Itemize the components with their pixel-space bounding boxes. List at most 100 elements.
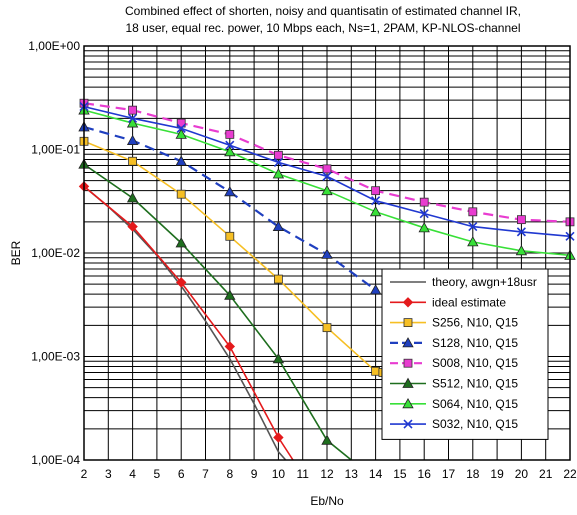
legend-marker <box>402 397 414 409</box>
x-tick-label: 13 <box>345 467 359 481</box>
y-tick-label: 1,00E-03 <box>31 350 80 364</box>
data-point <box>322 171 332 181</box>
series-3 <box>78 121 382 295</box>
data-point <box>371 186 381 196</box>
data-point <box>517 215 526 225</box>
x-tick-label: 4 <box>129 467 136 481</box>
y-tick-label: 1,00E+00 <box>28 39 80 53</box>
x-tick-label: 8 <box>226 467 233 481</box>
legend-marker <box>402 377 414 388</box>
x-tick-label: 20 <box>515 467 529 481</box>
y-tick-label: 1,00E-02 <box>31 246 80 260</box>
legend-label: theory, awgn+18usr <box>432 275 537 289</box>
x-tick-label: 16 <box>418 467 432 481</box>
data-point <box>321 184 333 196</box>
data-point <box>272 220 285 231</box>
data-point <box>369 284 382 295</box>
data-point <box>175 237 187 248</box>
y-axis-ticks: 1,00E+00 1,00E-01 1,00E-02 1,00E-03 1,00E-04 <box>28 39 80 467</box>
legend-label: S512, N10, Q15 <box>432 377 518 391</box>
x-tick-label: 18 <box>466 467 480 481</box>
data-point <box>126 192 139 203</box>
data-point <box>224 145 236 157</box>
chart-title-line-1: Combined effect of shorten, noisy and qu… <box>125 4 521 18</box>
data-point <box>468 222 478 232</box>
data-point <box>224 341 236 352</box>
data-point <box>128 156 138 166</box>
data-point <box>224 186 236 197</box>
data-point <box>418 222 430 233</box>
data-point <box>176 189 186 199</box>
x-axis-ticks: 2 3 4 5 6 7 8 9 10 11 12 13 14 15 16 17 18 19 20 21 22 <box>81 467 577 481</box>
data-point <box>272 352 285 364</box>
data-point <box>175 155 187 166</box>
series-5 <box>78 158 352 461</box>
series-line <box>83 102 571 223</box>
data-point <box>225 129 235 139</box>
data-point <box>273 274 283 284</box>
y-tick-label: 1,00E-04 <box>31 453 80 467</box>
x-tick-label: 2 <box>81 467 88 481</box>
series-line <box>83 185 294 461</box>
legend-label: S008, N10, Q15 <box>432 356 518 370</box>
data-point <box>516 227 526 237</box>
legend-marker <box>402 297 414 308</box>
x-tick-label: 6 <box>178 467 185 481</box>
x-tick-label: 22 <box>563 467 577 481</box>
data-point <box>176 123 186 133</box>
data-point <box>273 150 283 160</box>
data-point <box>128 105 138 115</box>
x-axis-label: Eb/No <box>310 494 344 508</box>
x-tick-label: 17 <box>442 467 456 481</box>
data-point <box>128 113 138 123</box>
x-tick-label: 5 <box>154 467 161 481</box>
series-layer <box>78 98 576 461</box>
data-point <box>369 205 382 217</box>
data-point <box>225 231 235 241</box>
series-line <box>83 140 384 374</box>
chart-title-line-2: 18 user, equal rec. power, 10 Mbps each,… <box>126 21 521 35</box>
data-point <box>515 244 528 256</box>
legend-marker <box>403 318 413 328</box>
series-7 <box>79 101 575 241</box>
data-point <box>175 277 187 288</box>
x-tick-label: 10 <box>272 467 286 481</box>
data-point <box>126 134 139 145</box>
data-point <box>176 118 186 128</box>
legend-label: S256, N10, Q15 <box>432 316 518 330</box>
y-tick-label: 1,00E-01 <box>31 143 80 157</box>
x-tick-label: 12 <box>320 467 334 481</box>
plot-frame <box>83 45 571 461</box>
series-1 <box>78 181 294 461</box>
legend-marker <box>403 419 413 429</box>
data-point <box>468 207 478 217</box>
data-point <box>321 248 333 259</box>
data-point <box>419 197 429 207</box>
data-point <box>321 434 333 445</box>
data-point <box>272 168 285 179</box>
data-point <box>175 128 187 139</box>
data-point <box>225 140 235 150</box>
data-point <box>467 236 479 247</box>
data-point <box>371 366 381 376</box>
x-tick-label: 21 <box>539 467 553 481</box>
data-point <box>371 196 381 206</box>
x-tick-label: 11 <box>296 467 309 481</box>
data-point <box>273 157 283 167</box>
legend-label: S032, N10, Q15 <box>432 417 518 431</box>
series-line <box>83 185 287 461</box>
x-tick-label: 19 <box>490 467 504 481</box>
x-tick-label: 7 <box>202 467 209 481</box>
series-0 <box>83 185 287 461</box>
data-point <box>127 221 138 232</box>
x-tick-label: 3 <box>105 467 112 481</box>
x-tick-label: 9 <box>251 467 258 481</box>
data-point <box>224 289 236 300</box>
data-point <box>126 117 139 128</box>
legend-label: S128, N10, Q15 <box>432 336 518 350</box>
legend-label: S064, N10, Q15 <box>432 397 518 411</box>
x-tick-label: 15 <box>393 467 407 481</box>
data-point <box>419 209 429 219</box>
data-point <box>273 432 284 443</box>
